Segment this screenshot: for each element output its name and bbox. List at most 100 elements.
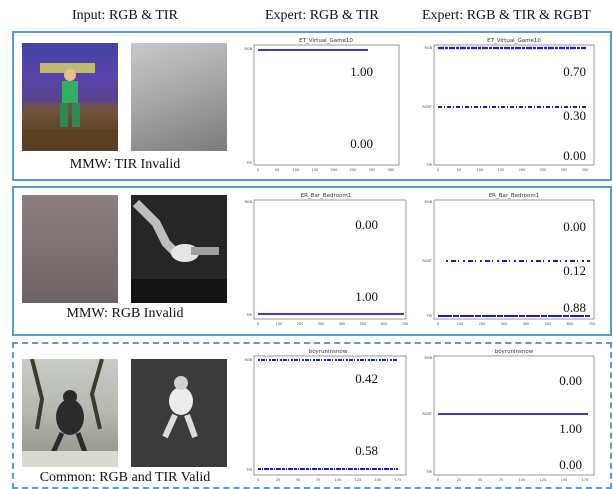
ytick-label: RGB — [244, 358, 252, 362]
xtick-label: 0 — [437, 322, 439, 326]
x-tick-labels: 0 100 200 300 400 500 600 700 — [437, 322, 595, 326]
ytick-label: TIR — [245, 468, 252, 472]
xtick-label: 0 — [257, 168, 259, 172]
x-tick-labels: 0 50 100 150 200 250 300 350 — [257, 168, 394, 172]
tir-frame-virtual-game — [131, 43, 227, 151]
plot-virtual-game-two-expert: ET_Virtual_Game10 RGB TIR 0 50 100 150 2… — [238, 36, 398, 176]
xtick-label: 100 — [276, 322, 283, 326]
xtick-label: 350 — [582, 168, 589, 172]
weight-label-rgbt: 0.12 — [563, 263, 586, 278]
xtick-label: 100 — [457, 322, 464, 326]
x-tick-labels: 0 25 50 75 100 125 150 175 — [437, 478, 588, 482]
tir-frame-boy-run-in-snow-art — [131, 359, 227, 467]
xtick-label: 150 — [312, 168, 319, 172]
xtick-label: 100 — [477, 168, 484, 172]
xtick-label: 150 — [561, 478, 568, 482]
header-input: Input: RGB & TIR — [72, 8, 178, 24]
rgb-frame-bar-bedroom — [22, 195, 118, 303]
xtick-label: 0 — [257, 478, 259, 482]
plot-virtual-game-three-expert: ET_Virtual_Game10 RGB RGBT TIR 0 50 100 … — [418, 36, 598, 176]
xtick-label: 300 — [318, 322, 325, 326]
plot-title: boyruninsnow — [309, 349, 348, 355]
ytick-label: TIR — [245, 161, 252, 165]
ytick-label: RGBT — [422, 412, 433, 416]
xtick-label: 500 — [360, 322, 367, 326]
plot-title: ER_Bar_Bedroom1 — [489, 193, 540, 199]
xtick-label: 100 — [519, 478, 526, 482]
xtick-label: 250 — [540, 168, 547, 172]
xtick-label: 50 — [478, 478, 482, 482]
xtick-label: 125 — [540, 478, 547, 482]
caption-rgb-invalid: MMW: RGB Invalid — [20, 306, 230, 322]
xtick-label: 175 — [582, 478, 589, 482]
xtick-label: 400 — [523, 322, 530, 326]
xtick-label: 50 — [457, 168, 461, 172]
weight-label-rgb: 0.70 — [563, 64, 586, 79]
x-tick-labels: 0 25 50 75 100 125 150 175 — [257, 478, 401, 482]
xtick-label: 300 — [561, 168, 568, 172]
plot-axes-frame — [434, 45, 594, 165]
xtick-label: 25 — [457, 478, 461, 482]
plot-title: ET_Virtual_Game10 — [299, 38, 353, 44]
xtick-label: 200 — [519, 168, 526, 172]
xtick-label: 200 — [331, 168, 338, 172]
xtick-label: 75 — [499, 478, 503, 482]
xtick-label: 600 — [381, 322, 388, 326]
xtick-label: 100 — [335, 478, 342, 482]
ytick-label: TIR — [425, 163, 432, 167]
xtick-label: 250 — [350, 168, 357, 172]
xtick-label: 150 — [498, 168, 505, 172]
xtick-label: 500 — [545, 322, 552, 326]
xtick-label: 200 — [479, 322, 486, 326]
plot-axes-frame — [254, 45, 399, 165]
header-expert-rgb-tir: Expert: RGB & TIR — [265, 8, 379, 24]
xtick-label: 150 — [375, 478, 382, 482]
x-tick-labels: 0 100 200 300 400 500 600 700 — [257, 322, 408, 326]
weight-label-tir: 1.00 — [355, 289, 378, 304]
ytick-label: RGBT — [422, 105, 433, 109]
xtick-label: 0 — [437, 168, 439, 172]
rgb-frame-boy-run-in-snow-art — [22, 359, 118, 467]
xtick-label: 0 — [437, 478, 439, 482]
xtick-label: 300 — [501, 322, 508, 326]
caption-common-valid: Common: RGB and TIR Valid — [20, 470, 230, 486]
weight-label-rgb: 0.42 — [355, 371, 378, 386]
weight-label-rgbt: 1.00 — [559, 421, 582, 436]
xtick-label: 200 — [297, 322, 304, 326]
xtick-label: 600 — [567, 322, 574, 326]
tir-frame-bar-bedroom — [131, 195, 227, 303]
weight-label-rgb: 0.00 — [355, 217, 378, 232]
rgb-frame-virtual-game-art — [22, 43, 118, 151]
xtick-label: 0 — [257, 322, 259, 326]
rgb-frame-boy-run-in-snow — [22, 359, 118, 467]
ytick-label: RGB — [244, 47, 252, 51]
plot-title: ER_Bar_Bedroom1 — [301, 193, 352, 199]
plot-axes-frame — [254, 356, 406, 475]
xtick-label: 75 — [316, 478, 320, 482]
ytick-label: RGB — [424, 356, 432, 360]
xtick-label: 125 — [355, 478, 362, 482]
ytick-label: RGB — [424, 46, 432, 50]
plot-boy-run-in-snow-three-expert: boyruninsnow RGB RGBT TIR 0 25 50 75 100… — [418, 347, 598, 487]
ytick-label: TIR — [425, 314, 432, 318]
xtick-label: 50 — [296, 478, 300, 482]
weight-label-rgb: 0.00 — [559, 373, 582, 388]
xtick-label: 100 — [293, 168, 300, 172]
plot-bar-bedroom-two-expert: ER_Bar_Bedroom1 RGB TIR 0 100 200 300 40… — [238, 191, 408, 331]
weight-label-tir: 0.00 — [350, 136, 373, 151]
plot-title: ET_Virtual_Game10 — [487, 38, 541, 44]
weight-label-tir: 0.88 — [563, 300, 586, 315]
plot-bar-bedroom-three-expert: ER_Bar_Bedroom1 RGB RGBT TIR 0 100 200 3… — [418, 191, 598, 331]
plot-axes-frame — [254, 200, 406, 319]
xtick-label: 700 — [589, 322, 596, 326]
plot-title: boyruninsnow — [495, 349, 534, 355]
ytick-label: RGB — [424, 200, 432, 204]
xtick-label: 350 — [388, 168, 395, 172]
xtick-label: 700 — [402, 322, 409, 326]
ytick-label: RGBT — [422, 259, 433, 263]
xtick-label: 25 — [276, 478, 280, 482]
xtick-label: 400 — [339, 322, 346, 326]
weight-label-rgb: 1.00 — [350, 64, 373, 79]
ytick-label: TIR — [425, 470, 432, 474]
plot-boy-run-in-snow-two-expert: boyruninsnow RGB TIR 0 25 50 75 100 125 … — [238, 347, 408, 487]
